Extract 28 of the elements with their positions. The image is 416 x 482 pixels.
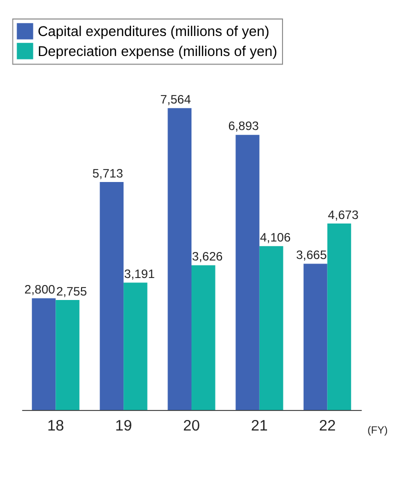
bar — [32, 298, 56, 410]
bar — [124, 282, 148, 410]
x-tick-label: 18 — [47, 417, 64, 434]
text: (FY) — [368, 426, 388, 437]
data-label: 4,673 — [328, 208, 359, 222]
x-tick-label: 19 — [115, 417, 132, 434]
data-label: 7,564 — [160, 92, 192, 106]
x-tick-label: 21 — [251, 417, 268, 434]
bar — [191, 265, 216, 410]
bar — [259, 246, 284, 410]
bar — [236, 134, 260, 410]
data-label: 5,713 — [92, 166, 124, 180]
data-label: 2,800 — [24, 282, 56, 297]
x-tick-label: 20 — [183, 417, 200, 434]
data-label: 6,893 — [228, 119, 260, 134]
bar — [168, 108, 192, 410]
data-label: 3,191 — [124, 266, 155, 281]
bar — [327, 223, 352, 410]
legend-label: Depreciation expense (millions of yen) — [38, 42, 278, 59]
data-label: 2,755 — [56, 284, 88, 298]
bar — [304, 264, 328, 410]
bar — [56, 300, 80, 410]
x-tick-label: 22 — [318, 417, 336, 434]
data-label: 3,626 — [192, 250, 223, 264]
legend-label: Capital expenditures (millions of yen) — [38, 22, 270, 39]
data-label: 4,106 — [260, 230, 291, 244]
bar — [100, 182, 124, 410]
data-label: 3,665 — [296, 248, 327, 262]
